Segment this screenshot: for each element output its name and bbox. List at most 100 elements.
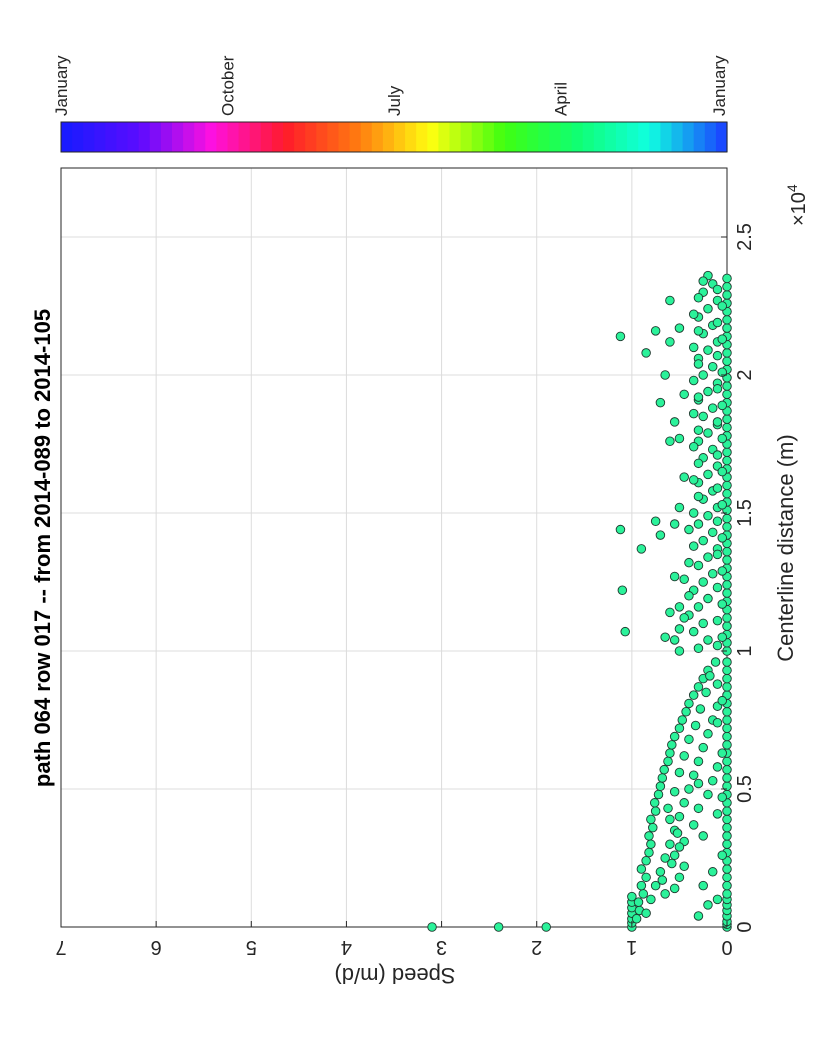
data-point [693, 458, 704, 469]
data-point [712, 384, 723, 394]
data-point [717, 695, 727, 706]
data-point [650, 880, 661, 891]
colorbar-segment [660, 122, 673, 152]
data-point [703, 345, 713, 355]
data-point [712, 350, 723, 361]
data-point [679, 861, 689, 872]
colorbar-segment [604, 122, 617, 152]
data-point [669, 571, 680, 582]
data-point [641, 348, 651, 358]
y-tick-label: 5 [246, 936, 257, 958]
data-point [722, 715, 732, 725]
data-point [717, 301, 727, 311]
colorbar-segment [427, 122, 439, 152]
data-point [703, 428, 713, 438]
data-point [688, 820, 699, 830]
y-axis-label: Speed (m/d) [334, 963, 455, 988]
data-point [703, 511, 713, 521]
data-point [722, 740, 732, 750]
colorbar-label: April [552, 82, 571, 116]
colorbar-segment [260, 122, 273, 152]
data-point [649, 798, 660, 808]
data-point [703, 386, 713, 397]
data-point [722, 764, 732, 775]
data-point [638, 889, 649, 899]
data-point [712, 762, 723, 772]
data-point [679, 389, 689, 400]
data-point [669, 850, 680, 860]
data-point [722, 682, 732, 692]
data-point [688, 690, 699, 700]
colorbar-segment [283, 122, 295, 152]
colorbar-segment [349, 122, 362, 152]
data-point [660, 889, 670, 899]
data-point [722, 488, 732, 499]
data-point [650, 806, 661, 816]
data-point [655, 397, 666, 408]
data-point [722, 665, 732, 676]
x-multiplier-label: ×104 [784, 184, 810, 226]
data-point [674, 872, 685, 883]
y-tick-label: 7 [55, 936, 66, 958]
data-point [650, 516, 661, 527]
data-point [722, 839, 732, 849]
data-point [541, 922, 551, 932]
data-point [707, 867, 718, 877]
data-point [707, 403, 718, 413]
data-point [722, 422, 732, 433]
data-point [717, 850, 727, 860]
data-point [722, 389, 732, 400]
data-point [657, 773, 668, 783]
data-point [693, 359, 704, 369]
data-point [679, 798, 689, 808]
data-point [698, 577, 708, 587]
data-point [722, 348, 732, 358]
data-point [717, 599, 727, 609]
data-point [722, 864, 732, 874]
data-point [707, 527, 718, 538]
colorbar-segment [516, 122, 528, 152]
data-point [646, 894, 656, 905]
data-point [693, 326, 704, 336]
data-point [688, 408, 699, 419]
data-point [665, 337, 675, 347]
colorbar-segment [560, 122, 573, 152]
data-point [669, 883, 680, 894]
data-point [722, 414, 732, 424]
x-tick-label: 0 [734, 921, 756, 932]
data-point [665, 295, 675, 306]
data-point [688, 626, 699, 637]
colorbar-frame [60, 121, 728, 153]
colorbar-segment [360, 122, 373, 152]
data-point [722, 673, 732, 684]
data-point [688, 770, 699, 780]
colorbar-segment [549, 122, 562, 152]
colorbar-segment [382, 122, 395, 152]
data-point [722, 773, 732, 783]
data-point [663, 756, 673, 767]
data-point [684, 591, 694, 601]
data-point [665, 436, 675, 446]
colorbar-segment [460, 122, 473, 152]
colorbar-segment [183, 122, 195, 152]
data-point [693, 911, 704, 921]
data-point [707, 361, 718, 372]
colorbar-segment [649, 122, 661, 152]
data-point [693, 778, 704, 789]
data-point [703, 635, 713, 645]
data-point [679, 574, 689, 584]
data-point [710, 657, 721, 667]
data-point [659, 764, 669, 775]
colorbar-segment [316, 122, 328, 152]
data-point [679, 751, 689, 761]
data-point [669, 417, 680, 427]
data-point [712, 317, 723, 328]
colorbar-segment [249, 122, 262, 152]
data-point [722, 323, 732, 333]
data-point [693, 682, 704, 692]
data-point [667, 858, 677, 869]
data-point [722, 723, 732, 734]
data-point [655, 530, 666, 540]
data-point [427, 922, 437, 932]
y-tick-label: 6 [151, 936, 162, 958]
